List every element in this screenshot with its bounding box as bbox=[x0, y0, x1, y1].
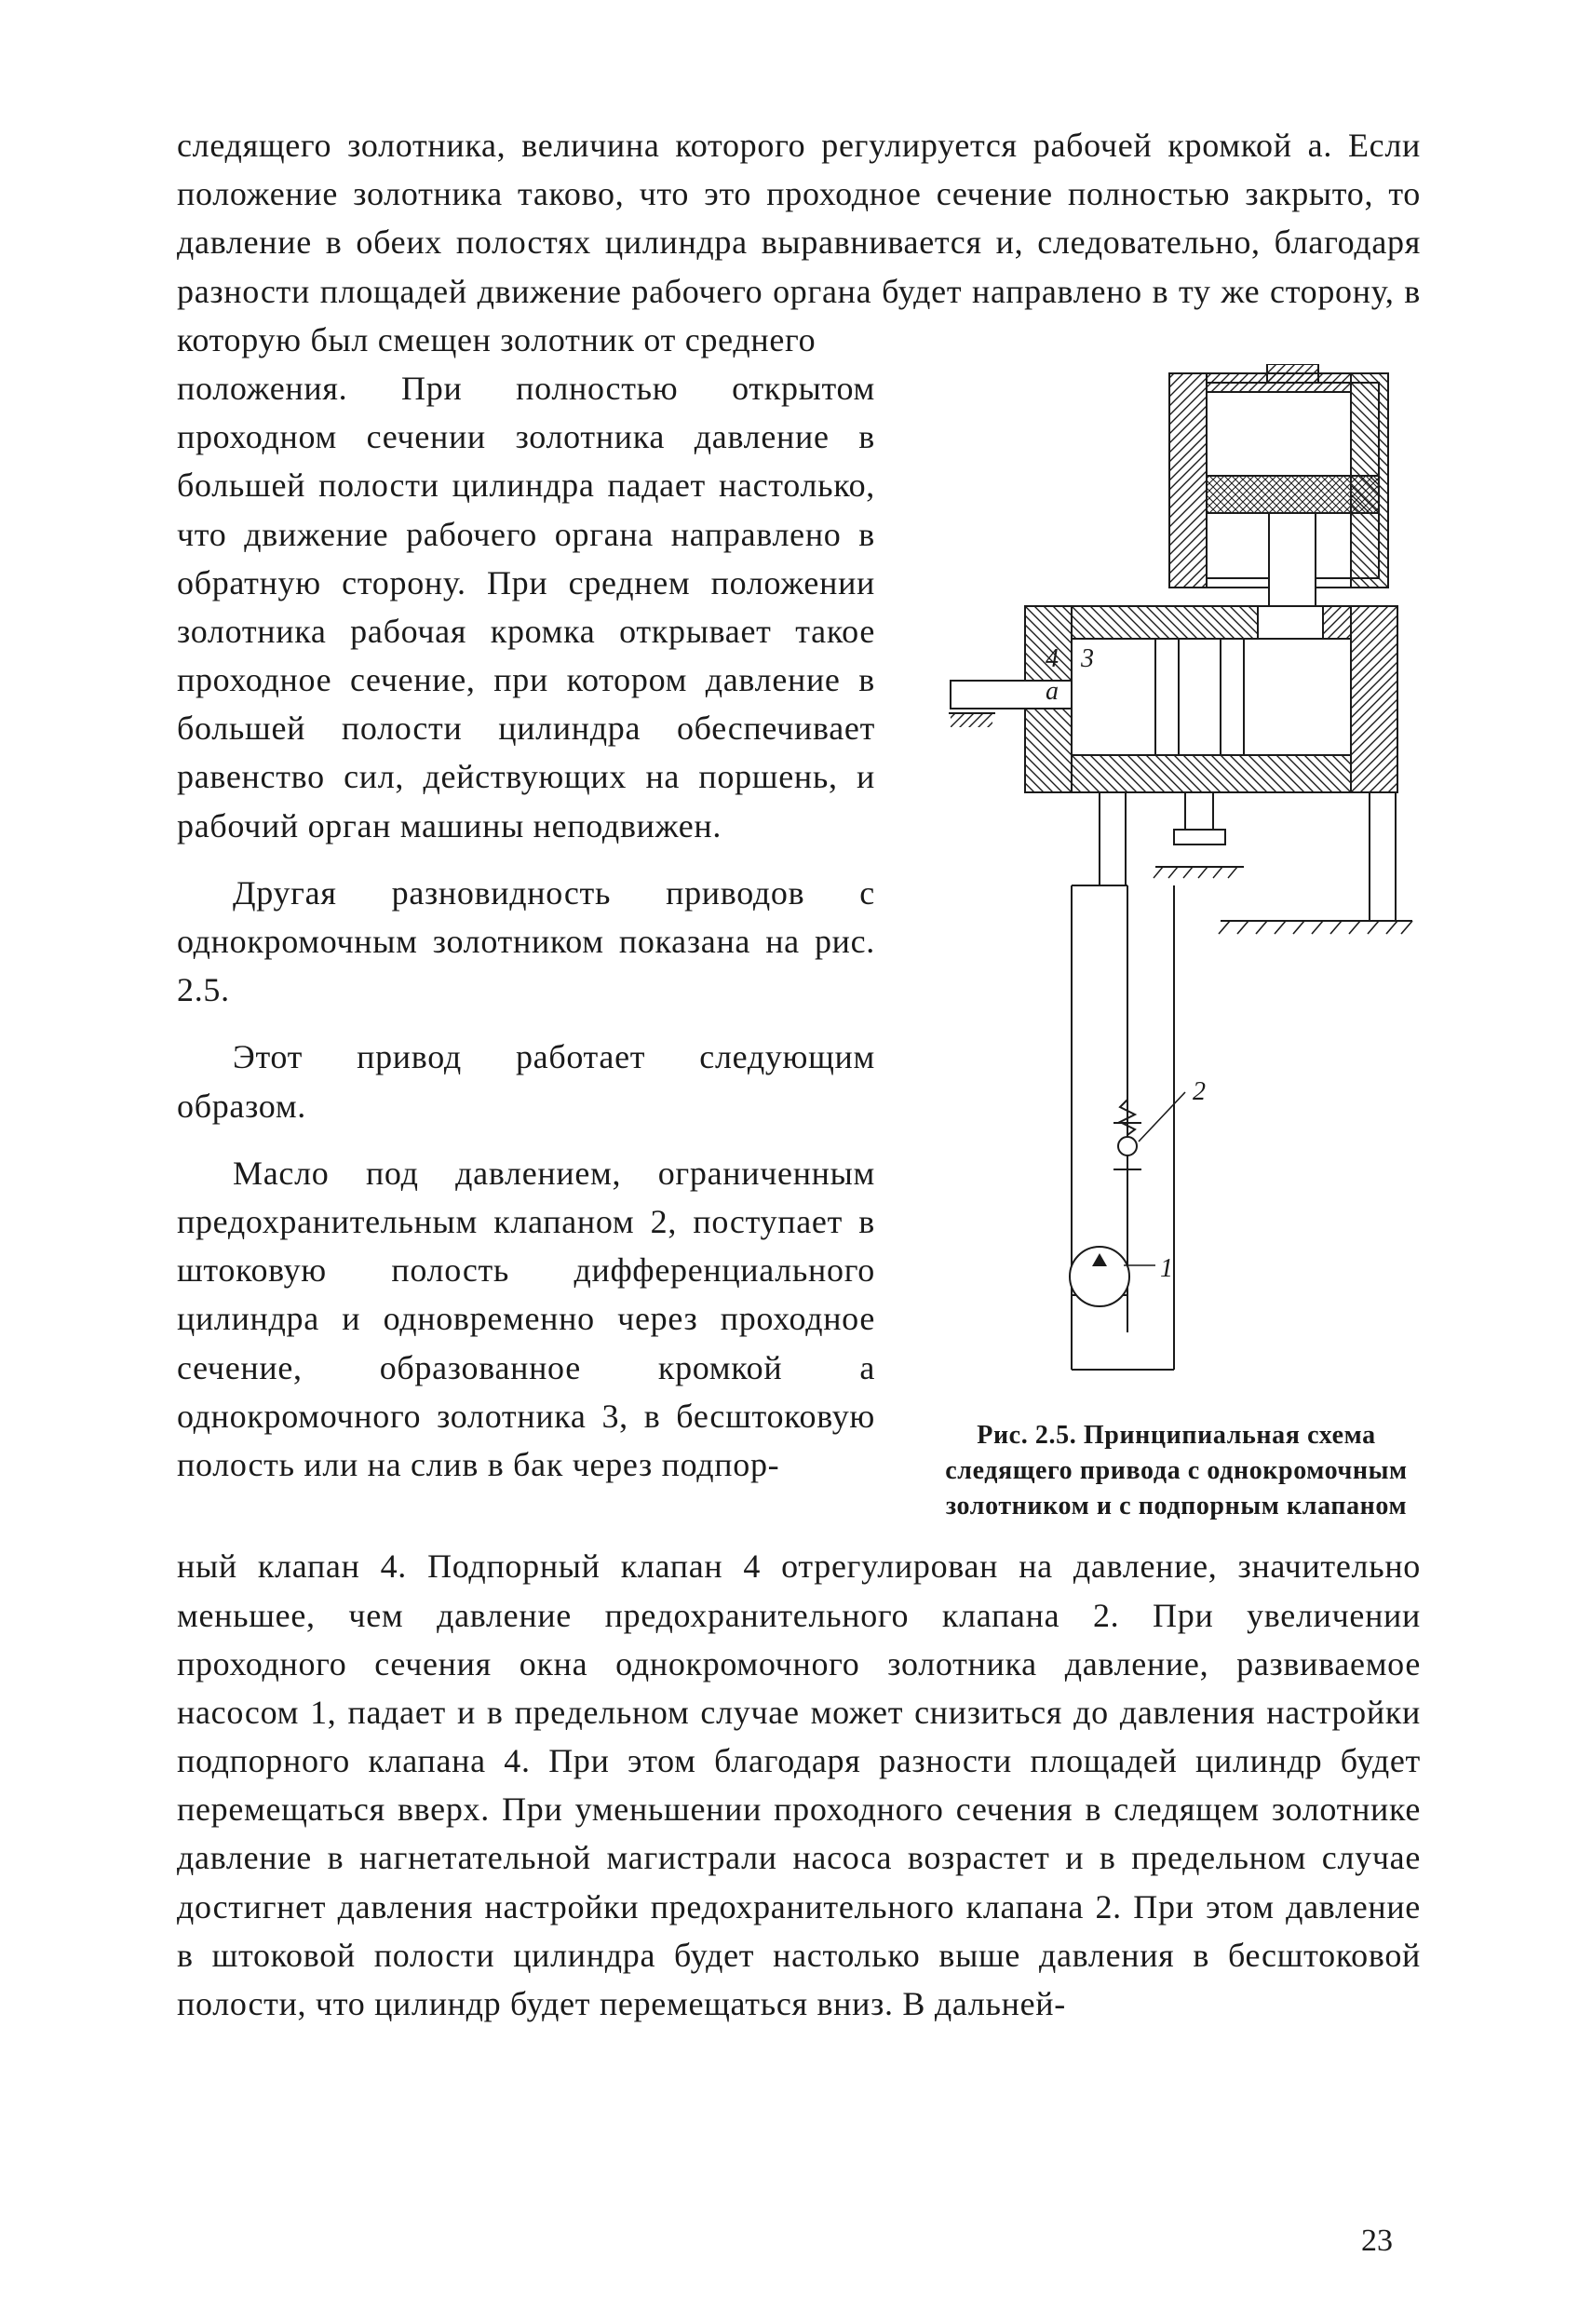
page: следящего золотника, величина которого р… bbox=[0, 0, 1579, 2324]
figure-label-1: 1 bbox=[1160, 1254, 1173, 1283]
figure-label-4: 4 bbox=[1046, 644, 1059, 673]
two-column-wrap: 4 3 a 2 1 Рис. 2.5. Принципиальная схема… bbox=[177, 364, 1421, 1523]
figure-2-5-svg: 4 3 a 2 1 bbox=[941, 364, 1421, 1394]
figure-2-5-caption: Рис. 2.5. Принципиальная схема следящего… bbox=[932, 1418, 1421, 1523]
paragraph-1: следящего золотника, величина которого р… bbox=[177, 121, 1421, 364]
figure-label-2: 2 bbox=[1193, 1077, 1206, 1106]
figure-column: 4 3 a 2 1 Рис. 2.5. Принципиальная схема… bbox=[932, 364, 1421, 1523]
bottom-paragraph-block: ный клапан 4. Подпорный клапан 4 отрегул… bbox=[177, 1542, 1421, 2028]
paragraph-5: Масло под давлением, ограниченным предох… bbox=[177, 1149, 875, 1489]
figure-label-3: 3 bbox=[1080, 644, 1094, 673]
paragraph-4: Этот привод работает следующим образом. bbox=[177, 1033, 875, 1129]
paragraph-3: Другая разновидность приводов с однокром… bbox=[177, 869, 875, 1015]
paragraph-2: положения. При полностью открытом проход… bbox=[177, 364, 875, 850]
intro-paragraph-block: следящего золотника, величина которого р… bbox=[177, 121, 1421, 364]
figure-label-a: a bbox=[1046, 677, 1059, 706]
figure-2-5: 4 3 a 2 1 bbox=[941, 364, 1421, 1394]
left-text-column: положения. При полностью открытом проход… bbox=[177, 364, 875, 1489]
page-number: 23 bbox=[1361, 2223, 1393, 2259]
paragraph-6: ный клапан 4. Подпорный клапан 4 отрегул… bbox=[177, 1542, 1421, 2028]
